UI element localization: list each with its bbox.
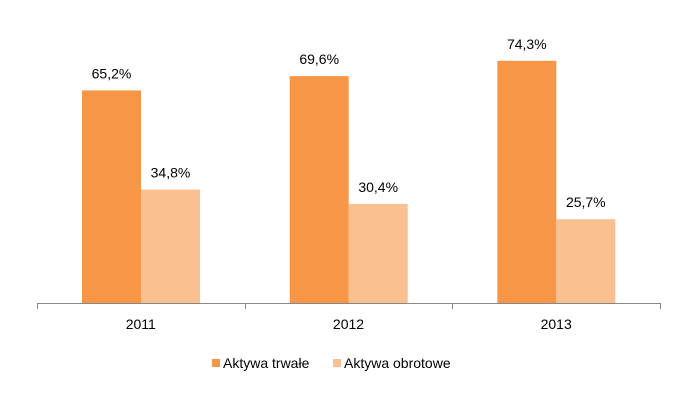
legend-label: Aktywa obrotowe — [344, 355, 451, 371]
x-tick-label: 2013 — [541, 316, 572, 332]
bars-layer — [82, 60, 616, 304]
bar-aktywa-trwale-2011 — [82, 90, 141, 304]
data-label: 74,3% — [507, 36, 547, 52]
data-labels-layer: 65,2% 34,8% 69,6% 30,4% 74,3% 25,7% — [92, 36, 606, 210]
x-tick-label: 2012 — [333, 316, 364, 332]
data-label: 69,6% — [299, 51, 339, 67]
bar-aktywa-obrotowe-2011 — [141, 189, 200, 303]
legend: Aktywa trwałe Aktywa obrotowe — [212, 355, 451, 371]
legend-swatch — [212, 359, 220, 367]
data-label: 65,2% — [92, 65, 132, 81]
x-axis: 2011 2012 2013 — [37, 303, 661, 332]
bar-aktywa-obrotowe-2012 — [348, 203, 408, 303]
data-label: 30,4% — [358, 179, 398, 195]
legend-label: Aktywa trwałe — [223, 355, 310, 371]
data-label: 34,8% — [151, 165, 191, 181]
x-tick-label: 2011 — [126, 316, 156, 332]
bar-aktywa-trwale-2012 — [289, 76, 349, 303]
legend-swatch — [333, 359, 341, 367]
bar-aktywa-trwale-2013 — [497, 60, 557, 303]
bar-aktywa-obrotowe-2013 — [556, 219, 616, 303]
data-label: 25,7% — [566, 194, 606, 210]
